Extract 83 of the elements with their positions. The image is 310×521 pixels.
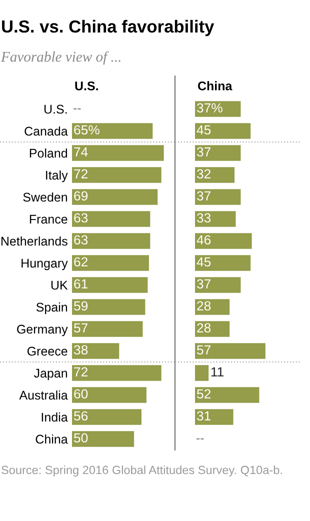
text: U.S. bbox=[75, 82, 98, 90]
bar bbox=[195, 167, 235, 183]
data-label: 37 bbox=[196, 279, 210, 289]
bar bbox=[195, 409, 234, 425]
data-label: 46 bbox=[196, 235, 211, 245]
text: -- bbox=[196, 438, 204, 440]
bar bbox=[195, 343, 266, 359]
data-label: 74 bbox=[74, 147, 88, 156]
data-label: 57 bbox=[197, 345, 210, 355]
bar bbox=[195, 145, 241, 161]
data-label: 59 bbox=[74, 301, 88, 311]
bar bbox=[195, 101, 241, 117]
data-label: 61 bbox=[74, 279, 88, 289]
bar bbox=[195, 123, 251, 139]
y-tick-label: Germany bbox=[17, 324, 68, 336]
bar bbox=[72, 123, 153, 139]
data-label: 28 bbox=[197, 323, 211, 333]
bar bbox=[195, 321, 230, 337]
data-label: 45 bbox=[196, 125, 211, 135]
y-tick-label: UK bbox=[51, 280, 68, 290]
y-tick-label: Sweden bbox=[23, 192, 68, 202]
y-tick-label: Netherlands bbox=[1, 236, 68, 246]
bar bbox=[195, 299, 230, 315]
bar bbox=[72, 145, 164, 161]
data-label: 65% bbox=[74, 125, 100, 135]
y-tick-label: China bbox=[36, 434, 68, 444]
bar bbox=[195, 255, 251, 271]
bar bbox=[72, 255, 149, 271]
bar bbox=[72, 409, 142, 425]
y-tick-label: Hungary bbox=[22, 258, 68, 270]
bar bbox=[195, 233, 252, 249]
bar bbox=[72, 343, 120, 359]
y-tick-label: U.S. bbox=[44, 104, 67, 114]
y-tick-label: Canada bbox=[24, 126, 68, 136]
data-label: 11 bbox=[211, 367, 224, 376]
bar bbox=[72, 321, 143, 337]
text: -- bbox=[74, 108, 81, 110]
source-note: Source: Spring 2016 Global Attitudes Survey. Q10a-b. bbox=[2, 465, 282, 477]
data-label: 56 bbox=[74, 411, 88, 421]
bar bbox=[72, 189, 158, 205]
y-tick-label: Australia bbox=[19, 390, 68, 400]
y-tick-label: Japan bbox=[34, 368, 68, 380]
data-label: 31 bbox=[196, 411, 211, 421]
y-tick-label: Spain bbox=[36, 302, 68, 314]
data-label: 69 bbox=[74, 191, 88, 201]
data-label: 60 bbox=[74, 389, 88, 399]
data-label: 72 bbox=[74, 169, 88, 178]
data-label: 37 bbox=[196, 147, 210, 157]
bar bbox=[195, 277, 241, 293]
bar bbox=[72, 365, 162, 381]
data-label: 62 bbox=[74, 257, 88, 267]
bar bbox=[195, 211, 236, 227]
bar bbox=[72, 277, 148, 293]
data-label: 57 bbox=[74, 323, 88, 333]
data-label: 28 bbox=[197, 301, 211, 311]
data-label: 45 bbox=[196, 257, 211, 267]
bar bbox=[72, 211, 150, 227]
y-tick-label: Poland bbox=[30, 148, 68, 158]
data-label: 63 bbox=[74, 213, 88, 223]
y-tick-label: Italy bbox=[46, 170, 68, 182]
data-label: 38 bbox=[74, 345, 88, 355]
data-label: 32 bbox=[196, 169, 210, 179]
chart-subtitle: Favorable view of ... bbox=[0, 51, 120, 65]
y-tick-label: India bbox=[42, 412, 68, 422]
y-tick-label: Greece bbox=[27, 346, 68, 356]
series-label: China bbox=[198, 81, 232, 90]
data-label: 33 bbox=[196, 213, 211, 223]
data-label: 37 bbox=[196, 191, 210, 201]
bar bbox=[72, 299, 146, 315]
chart-title: U.S. vs. China favorability bbox=[2, 20, 214, 36]
bar bbox=[195, 365, 209, 381]
bar bbox=[195, 189, 241, 205]
bar bbox=[72, 431, 134, 447]
bar bbox=[72, 233, 150, 249]
data-label: 72 bbox=[74, 367, 88, 376]
bar bbox=[72, 167, 162, 183]
y-tick-label: France bbox=[30, 214, 68, 224]
data-label: 50 bbox=[74, 433, 88, 443]
data-label: 37% bbox=[196, 103, 222, 113]
data-label: 63 bbox=[74, 235, 88, 245]
bar bbox=[195, 387, 260, 403]
bar bbox=[72, 387, 146, 403]
data-label: 52 bbox=[197, 389, 210, 399]
